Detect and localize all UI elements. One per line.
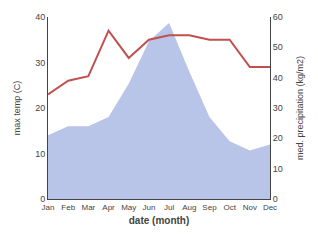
svg-text:Mar: Mar xyxy=(81,203,95,212)
svg-text:Sep: Sep xyxy=(202,203,217,212)
svg-text:20: 20 xyxy=(35,103,45,113)
svg-text:Aug: Aug xyxy=(182,203,196,212)
svg-text:10: 10 xyxy=(273,164,283,174)
svg-text:max temp (C): max temp (C) xyxy=(12,81,22,136)
svg-text:40: 40 xyxy=(35,12,45,22)
svg-text:med. precipitation (kg/m2): med. precipitation (kg/m2) xyxy=(295,56,305,160)
svg-text:Nov: Nov xyxy=(243,203,257,212)
svg-text:Apr: Apr xyxy=(102,203,115,212)
svg-text:40: 40 xyxy=(273,73,283,83)
svg-text:30: 30 xyxy=(273,103,283,113)
svg-text:Dec: Dec xyxy=(263,203,277,212)
svg-text:0: 0 xyxy=(273,194,278,204)
svg-text:20: 20 xyxy=(273,133,283,143)
svg-text:Oct: Oct xyxy=(223,203,236,212)
svg-text:10: 10 xyxy=(35,149,45,159)
svg-text:60: 60 xyxy=(273,12,283,22)
svg-text:May: May xyxy=(121,203,136,212)
svg-text:Feb: Feb xyxy=(61,203,75,212)
svg-text:Jan: Jan xyxy=(42,203,55,212)
svg-text:0: 0 xyxy=(40,194,45,204)
svg-text:Jun: Jun xyxy=(142,203,155,212)
svg-text:date (month): date (month) xyxy=(129,215,190,226)
svg-text:Jul: Jul xyxy=(164,203,174,212)
svg-text:30: 30 xyxy=(35,58,45,68)
svg-text:50: 50 xyxy=(273,42,283,52)
